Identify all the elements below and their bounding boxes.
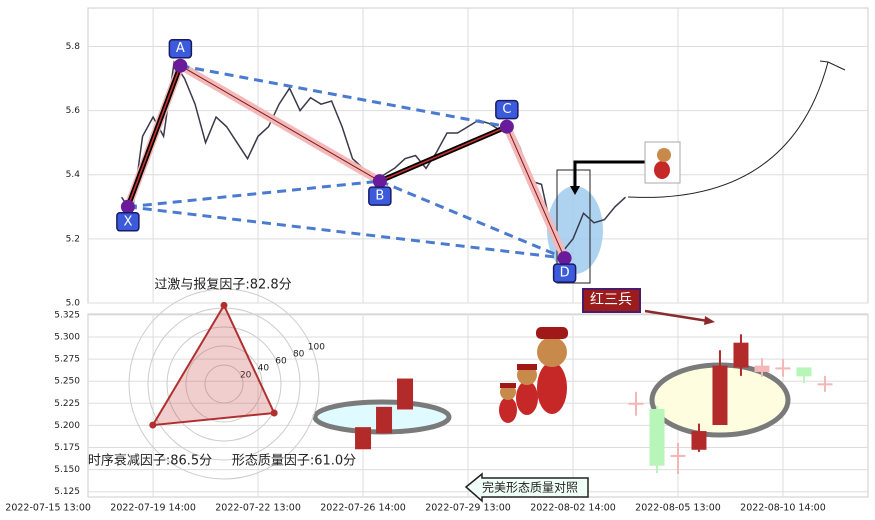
candle-body [712,365,728,426]
candle-body [733,342,749,368]
y-tick-label: 5.2 [66,234,80,244]
radar-ring [185,345,263,423]
candle-body [691,431,707,450]
dog-illustration [499,327,568,423]
y-tick-label: 5.8 [66,42,81,52]
radar-tick-label: 80 [293,349,305,359]
dashed-leg [127,179,380,209]
compare-arrow [464,472,589,503]
candle-body [670,454,686,457]
pattern-point [499,119,514,134]
radar-label: 形态质量因子:61.0分 [232,454,356,469]
pattern-label: X [123,214,132,229]
radar-label: 过激与报复因子:82.8分 [154,278,291,293]
x-tick-label: 2022-07-19 14:00 [110,503,196,514]
y-tick-label: 5.0 [66,299,81,309]
y-tick-label: 5.125 [54,487,80,497]
pattern-point [173,58,188,73]
radar-point [220,301,228,309]
pattern-label: D [560,266,570,281]
curve [627,60,846,198]
y-tick-label: 5.200 [54,421,80,431]
y-tick-label: 5.225 [54,399,80,409]
y-tick-label: 5.275 [54,355,80,365]
radar-area [150,303,276,427]
y-tick-label: 5.250 [54,377,80,387]
pattern-label-box [116,212,140,232]
y-tick-label: 5.325 [54,310,80,320]
candle-body [649,408,665,466]
pattern-label: A [176,41,185,56]
leg-thin [506,126,566,259]
radar-ring [166,326,282,442]
candle-body [628,402,644,405]
x-tick-label: 2022-08-02 14:00 [530,503,616,514]
pattern-label: B [375,189,384,204]
radar-ring [204,364,244,404]
pattern-label-box [495,99,519,120]
ideal-candle [355,427,372,450]
pattern-label-box [168,38,193,59]
pattern-label: C [502,102,511,117]
y-tick-label: 5.300 [54,332,80,342]
ideal-candle [376,406,393,434]
candle-body [754,365,770,372]
leg-inner [379,125,508,182]
dashed-leg [180,64,508,129]
x-tick-label: 2022-07-26 14:00 [320,503,406,514]
pointer-arrow [573,160,645,190]
pattern-point [120,199,135,214]
radar-point [149,421,157,429]
dashed-leg [379,179,566,260]
candle-body [796,367,812,377]
x-tick-label: 2022-07-22 13:00 [215,503,301,514]
x-tick-label: 2022-07-15 13:00 [5,503,91,514]
y-tick-label: 5.6 [66,106,81,116]
y-tick-label: 5.175 [54,443,80,453]
annotation-box [582,288,641,313]
annotation-arrow-head [704,316,715,325]
radar-point [270,409,278,417]
ideal-candle [397,378,414,410]
y-tick-label: 5.4 [66,170,81,180]
radar-tick-label: 20 [240,370,252,380]
leg-inner [127,65,182,208]
y-tick-label: 5.150 [54,465,80,475]
annotation-arrow [644,309,709,323]
x-tick-label: 2022-08-10 14:00 [740,503,826,514]
compare-label: 完美形态质量对照 [482,480,578,495]
leg-thin [180,65,381,182]
dog-body [654,161,670,179]
radar-tick-label: 40 [258,363,270,373]
radar-tick-label: 60 [275,356,287,366]
candle-body [817,383,833,386]
x-tick-label: 2022-08-05 13:00 [635,503,721,514]
radar-tick-label: 100 [308,342,325,352]
x-tick-label: 2022-07-29 13:00 [425,503,511,514]
candle-body [775,367,791,370]
radar-ring [128,288,320,480]
pattern-point [372,174,387,189]
dog-head [657,148,671,162]
dashed-leg [127,205,565,260]
pattern-label-box [552,263,577,283]
panel-frame [87,7,869,304]
pointer-head [570,186,580,195]
pattern-label-box [368,186,392,206]
pattern-point [557,251,572,266]
radar-label: 时序衰减因子:86.5分 [88,453,212,469]
annotation-label: 红三兵 [590,292,632,308]
